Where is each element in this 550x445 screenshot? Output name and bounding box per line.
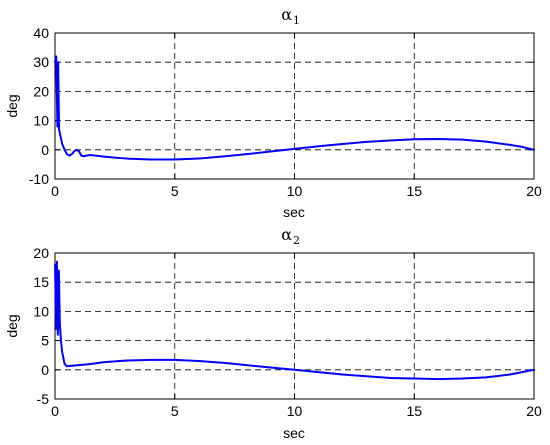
x-tick-label: 10: [287, 183, 303, 199]
x-tick-label: 5: [171, 183, 179, 199]
y-tick-label: 10: [33, 303, 49, 319]
x-tick-label: 20: [526, 403, 542, 419]
x-tick-label: 10: [287, 403, 303, 419]
y-tick-label: 0: [41, 142, 49, 158]
alpha1-series-line: [54, 55, 535, 161]
x-tick-label: 15: [406, 183, 422, 199]
y-tick-label: -10: [29, 171, 49, 187]
chart-title: α: [281, 225, 292, 244]
y-tick-label: 20: [33, 245, 49, 261]
x-axis-label: sec: [283, 204, 305, 220]
alpha2-series-line: [54, 260, 535, 381]
y-tick-label: 20: [33, 83, 49, 99]
y-tick-label: 15: [33, 274, 49, 290]
x-tick-label: 5: [171, 403, 179, 419]
x-tick-label: 0: [51, 403, 59, 419]
y-axis-label: deg: [4, 94, 20, 117]
y-tick-label: 0: [41, 362, 49, 378]
y-tick-label: -5: [37, 391, 50, 407]
chart-title: α: [281, 5, 292, 24]
y-axis-label: deg: [4, 314, 20, 337]
x-tick-label: 20: [526, 183, 542, 199]
y-tick-label: 10: [33, 113, 49, 129]
x-tick-label: 15: [406, 403, 422, 419]
chart-title-subscript: 1: [293, 14, 300, 27]
chart-title-subscript: 2: [293, 234, 300, 247]
x-axis-label: sec: [283, 425, 305, 441]
x-tick-label: 0: [51, 183, 59, 199]
y-tick-label: 5: [41, 333, 49, 349]
y-tick-label: 30: [33, 54, 49, 70]
y-tick-label: 40: [33, 25, 49, 41]
